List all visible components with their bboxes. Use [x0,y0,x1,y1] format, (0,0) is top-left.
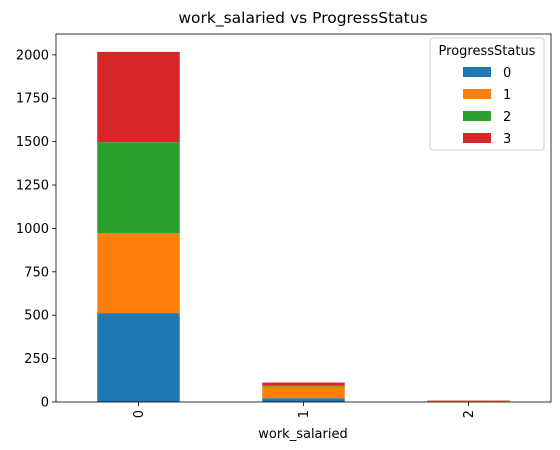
legend-swatch [463,89,491,99]
bar-series-3-category-1 [262,382,345,385]
x-axis-title: work_salaried [258,427,347,442]
chart-title: work_salaried vs ProgressStatus [178,9,427,28]
y-tick-label: 250 [24,352,49,367]
x-tick-label: 0 [132,410,147,418]
bar-series-1-category-2 [427,400,510,402]
x-axis: 0 1 2 [132,402,477,418]
legend-swatch [463,133,491,143]
legend-label: 2 [503,110,511,125]
bar-series-0-category-1 [262,398,345,402]
legend-item-3[interactable]: 3 [463,132,511,147]
legend[interactable]: ProgressStatus 0 1 2 3 [429,37,545,151]
legend-title: ProgressStatus [439,44,536,59]
y-tick-label: 750 [24,265,49,280]
y-tick-label: 1250 [16,179,49,194]
bar-series-2-category-0 [97,142,180,234]
x-tick-label: 2 [462,410,477,418]
y-tick-label: 0 [41,396,49,411]
legend-item-2[interactable]: 2 [463,110,511,125]
bar-series-3-category-0 [97,51,180,143]
plot-area [97,51,510,402]
bar-series-0-category-0 [97,313,180,402]
legend-item-1[interactable]: 1 [463,88,511,103]
legend-label: 1 [503,88,511,103]
legend-label: 3 [503,132,511,147]
legend-swatch [463,111,491,121]
y-tick-label: 1750 [16,92,49,107]
y-tick-label: 2000 [16,48,49,63]
bar-series-1-category-1 [262,386,345,399]
y-tick-label: 1500 [16,135,49,150]
y-tick-label: 1000 [16,222,49,237]
legend-label: 0 [503,66,511,81]
bar-series-2-category-1 [262,384,345,387]
legend-item-0[interactable]: 0 [463,66,511,81]
legend-swatch [463,67,491,77]
x-tick-label: 1 [297,410,312,418]
y-tick-label: 500 [24,309,49,324]
bar-series-1-category-0 [97,233,180,314]
y-axis: 0 250 500 750 1000 1250 1500 1750 2000 [16,48,56,411]
